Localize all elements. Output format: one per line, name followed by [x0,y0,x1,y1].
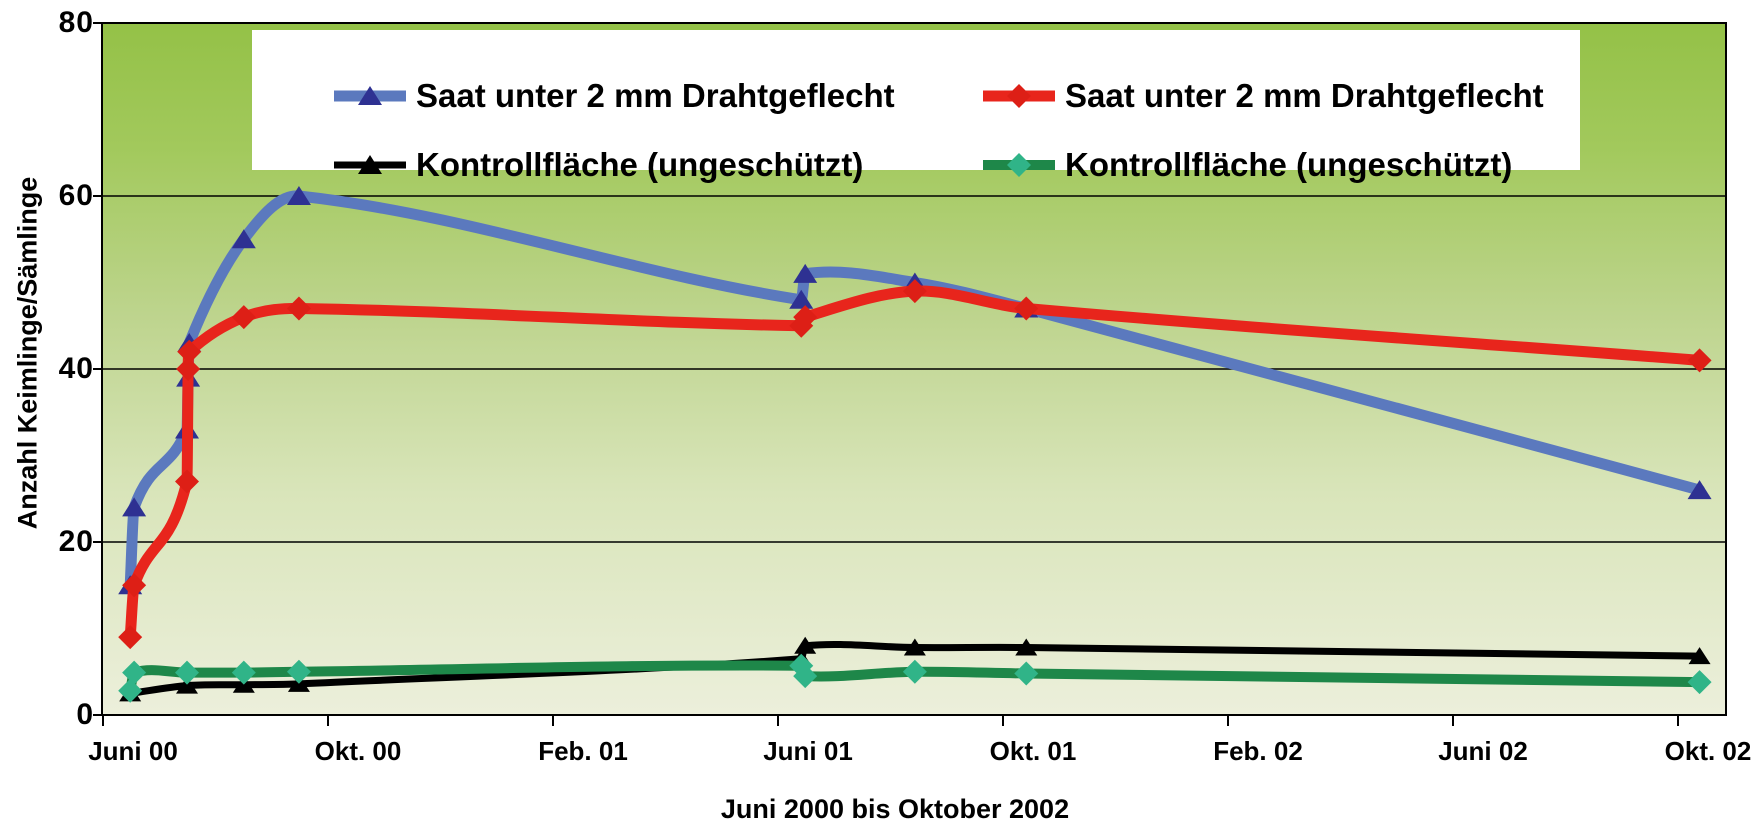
x-tick-label-okt-01: Okt. 01 [989,736,1077,766]
data-point-marker [231,229,256,249]
legend-triangle-marker-saat-blau [334,86,406,105]
data-point-marker [1007,153,1031,177]
legend-diamond-marker-saat-rot [983,84,1055,108]
data-point-marker [118,625,143,650]
data-point-marker [1014,296,1039,321]
x-tick-label-juni-01: Juni 01 [763,736,853,766]
data-point-marker [1014,661,1039,686]
data-point-marker [122,660,147,685]
data-point-marker [175,469,199,494]
legend-item-kontrolle-gruen: Kontrollfläche (ungeschützt) [982,145,1512,185]
y-tick-label-20: 20 [58,525,94,558]
data-point-marker [1687,670,1712,695]
data-point-marker [1687,480,1712,500]
x-tick-label-juni-02: Juni 02 [1438,736,1528,766]
data-point-marker [175,660,199,685]
y-tick-label-80: 80 [58,6,94,39]
data-point-marker [903,638,926,656]
y-tick-label-0: 0 [76,698,94,731]
data-point-marker [794,636,817,654]
data-point-marker [789,289,814,309]
data-point-marker [176,357,201,381]
data-point-marker [1688,647,1711,665]
x-tick-label-juni-00: Juni 00 [88,736,178,766]
legend-label: Saat unter 2 mm Drahtgeflecht [1065,77,1544,114]
data-point-marker [793,305,818,330]
data-point-marker [122,497,147,517]
legend-item-saat-blau: Saat unter 2 mm Drahtgeflecht [333,76,895,116]
data-point-marker [1007,84,1031,108]
plot-border [101,22,1727,716]
x-tick-label-okt-00: Okt. 00 [314,736,402,766]
y-tick-label-40: 40 [58,352,94,385]
y-tick-label-60: 60 [58,179,94,212]
legend-diamond-marker-kontrolle-gruen [983,153,1055,177]
data-point-marker [358,155,382,174]
data-point-marker [902,659,927,684]
data-point-marker [231,305,256,330]
data-point-marker [122,573,147,598]
data-point-marker [118,678,143,703]
data-point-marker [231,660,256,685]
data-point-marker [176,676,198,694]
data-point-marker [1015,638,1038,656]
legend-item-saat-rot: Saat unter 2 mm Drahtgeflecht [982,76,1544,116]
data-point-marker [286,186,311,205]
legend: Saat unter 2 mm Drahtgeflecht Saat unter … [252,30,1580,183]
data-point-marker [793,263,818,283]
x-tick-label-feb-01: Feb. 01 [538,736,628,766]
legend-label: Kontrollfläche (ungeschützt) [416,146,864,183]
data-point-marker [1687,348,1712,373]
data-point-marker [286,296,311,321]
x-tick-label-okt-02: Okt. 02 [1664,736,1752,766]
legend-label: Saat unter 2 mm Drahtgeflecht [416,77,895,114]
data-point-marker [177,339,202,364]
x-axis-title: Juni 2000 bis Oktober 2002 [720,794,1070,824]
legend-label: Kontrollfläche (ungeschützt) [1065,146,1513,183]
data-point-marker [286,659,311,684]
series-saat-rot [118,279,1712,650]
data-point-marker [358,86,382,105]
data-point-marker [793,664,818,689]
series-kontrolle-gruen [118,653,1712,703]
x-tick-label-feb-02: Feb. 02 [1213,736,1303,766]
legend-triangle-marker-kontrolle-schwarz [334,155,406,174]
data-point-marker [902,279,927,304]
legend-item-kontrolle-schwarz: Kontrollfläche (ungeschützt) [333,145,863,185]
